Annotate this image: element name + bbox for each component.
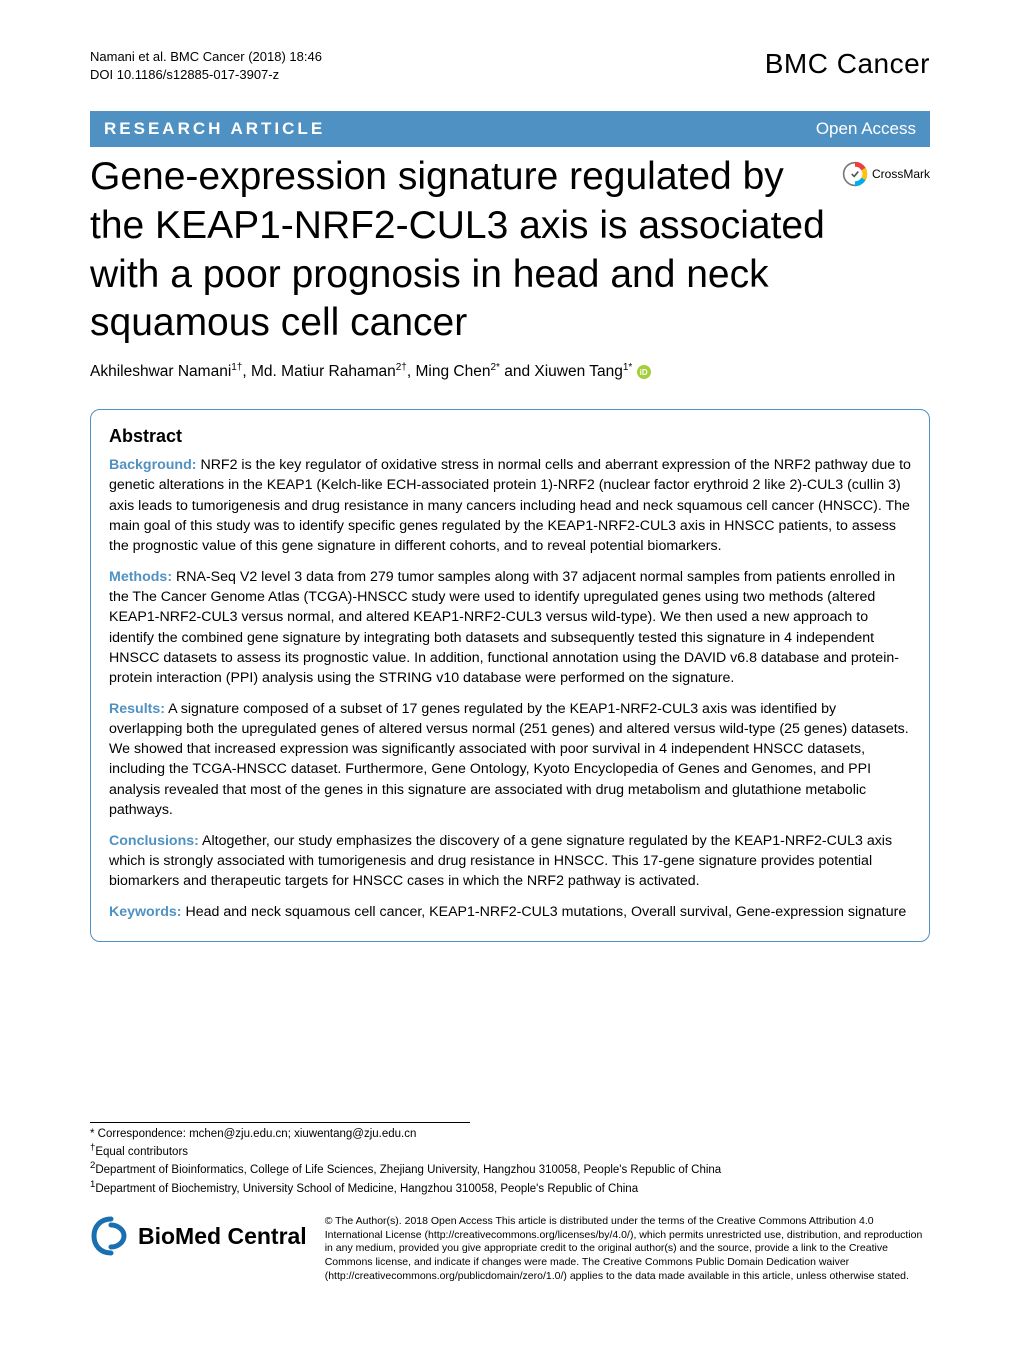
conclusions-label: Conclusions: — [109, 833, 199, 849]
abstract-keywords: Keywords: Head and neck squamous cell ca… — [109, 902, 911, 922]
page-header: Namani et al. BMC Cancer (2018) 18:46 DO… — [90, 48, 930, 83]
authors-line: Akhileshwar Namani1†, Md. Matiur Rahaman… — [90, 362, 930, 381]
abstract-conclusions: Conclusions: Altogether, our study empha… — [109, 831, 911, 891]
citation-line-2: DOI 10.1186/s12885-017-3907-z — [90, 66, 322, 84]
footer-block: * Correspondence: mchen@zju.edu.cn; xiuw… — [90, 1122, 930, 1284]
license-text: © The Author(s). 2018 Open Access This a… — [325, 1215, 930, 1283]
abstract-results: Results: A signature composed of a subse… — [109, 699, 911, 820]
abstract-methods: Methods: RNA-Seq V2 level 3 data from 27… — [109, 567, 911, 688]
crossmark-label: CrossMark — [872, 167, 930, 181]
conclusions-text: Altogether, our study emphasizes the dis… — [109, 833, 892, 889]
citation-line-1: Namani et al. BMC Cancer (2018) 18:46 — [90, 48, 322, 66]
article-type-label: RESEARCH ARTICLE — [104, 119, 325, 139]
affiliation-2: 2Department of Bioinformatics, College o… — [90, 1160, 930, 1178]
authors-text: Akhileshwar Namani1†, Md. Matiur Rahaman… — [90, 363, 632, 380]
background-text: NRF2 is the key regulator of oxidative s… — [109, 457, 911, 554]
license-row: BioMed Central © The Author(s). 2018 Ope… — [90, 1215, 930, 1283]
crossmark-icon — [842, 161, 868, 187]
equal-contrib-line: †Equal contributors — [90, 1142, 930, 1160]
orcid-icon[interactable] — [637, 365, 651, 379]
correspondence-line: * Correspondence: mchen@zju.edu.cn; xiuw… — [90, 1127, 930, 1143]
affiliation-1: 1Department of Biochemistry, University … — [90, 1179, 930, 1197]
open-access-label: Open Access — [816, 119, 916, 139]
biomed-central-logo: BioMed Central — [90, 1215, 307, 1257]
bmc-logo-text: BioMed Central — [138, 1221, 307, 1252]
keywords-text: Head and neck squamous cell cancer, KEAP… — [182, 904, 907, 920]
citation-block: Namani et al. BMC Cancer (2018) 18:46 DO… — [90, 48, 322, 83]
crossmark-badge[interactable]: CrossMark — [842, 161, 930, 187]
abstract-heading: Abstract — [109, 426, 911, 447]
results-label: Results: — [109, 701, 165, 717]
footer-rule — [90, 1122, 470, 1123]
keywords-label: Keywords: — [109, 904, 182, 920]
results-text: A signature composed of a subset of 17 g… — [109, 701, 909, 818]
abstract-background: Background: NRF2 is the key regulator of… — [109, 455, 911, 556]
abstract-box: Abstract Background: NRF2 is the key reg… — [90, 409, 930, 941]
section-bar: RESEARCH ARTICLE Open Access — [90, 111, 930, 147]
background-label: Background: — [109, 457, 197, 473]
article-title: Gene-expression signature regulated by t… — [90, 153, 836, 348]
journal-logo: BMC Cancer — [765, 48, 930, 80]
methods-label: Methods: — [109, 569, 172, 585]
methods-text: RNA-Seq V2 level 3 data from 279 tumor s… — [109, 569, 899, 686]
bmc-swirl-icon — [90, 1215, 132, 1257]
